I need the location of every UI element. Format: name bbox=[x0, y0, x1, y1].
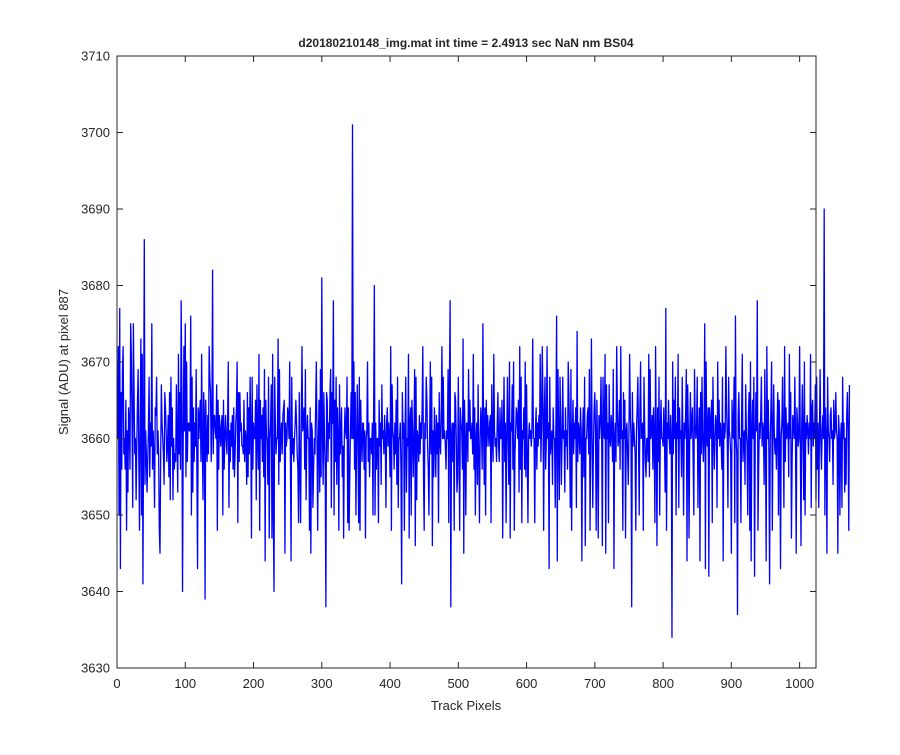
y-axis: 3630 3640 3650 3660 3670 3680 3690 3700 3710 bbox=[81, 49, 816, 676]
plot-layer bbox=[117, 124, 851, 639]
x-tick-label: 600 bbox=[516, 676, 538, 691]
y-tick-label: 3690 bbox=[81, 202, 110, 217]
y-tick-label: 3680 bbox=[81, 278, 110, 293]
y-tick-label: 3710 bbox=[81, 49, 110, 64]
x-tick-label: 900 bbox=[721, 676, 743, 691]
y-tick-label: 3640 bbox=[81, 584, 110, 599]
y-tick-label: 3700 bbox=[81, 125, 110, 140]
x-tick-label: 100 bbox=[174, 676, 196, 691]
signal-series-line-0 bbox=[117, 124, 851, 639]
axes-background bbox=[117, 56, 816, 668]
x-tick-label: 800 bbox=[652, 676, 674, 691]
x-tick-label: 400 bbox=[379, 676, 401, 691]
chart-title: d20180210148_img.mat int time = 2.4913 s… bbox=[298, 36, 634, 50]
x-axis-label: Track Pixels bbox=[431, 698, 502, 713]
y-tick-label: 3660 bbox=[81, 431, 110, 446]
x-tick-label: 200 bbox=[243, 676, 265, 691]
y-tick-label: 3670 bbox=[81, 355, 110, 370]
x-tick-label: 300 bbox=[311, 676, 333, 691]
x-axis: 0 100 200 300 400 500 600 700 800 900 1000 bbox=[113, 56, 814, 691]
y-tick-label: 3630 bbox=[81, 661, 110, 676]
y-axis-label: Signal (ADU) at pixel 887 bbox=[56, 289, 71, 435]
x-tick-label: 0 bbox=[113, 676, 120, 691]
y-tick-label: 3650 bbox=[81, 508, 110, 523]
x-tick-label: 700 bbox=[584, 676, 606, 691]
x-tick-label: 1000 bbox=[785, 676, 814, 691]
x-tick-label: 500 bbox=[447, 676, 469, 691]
